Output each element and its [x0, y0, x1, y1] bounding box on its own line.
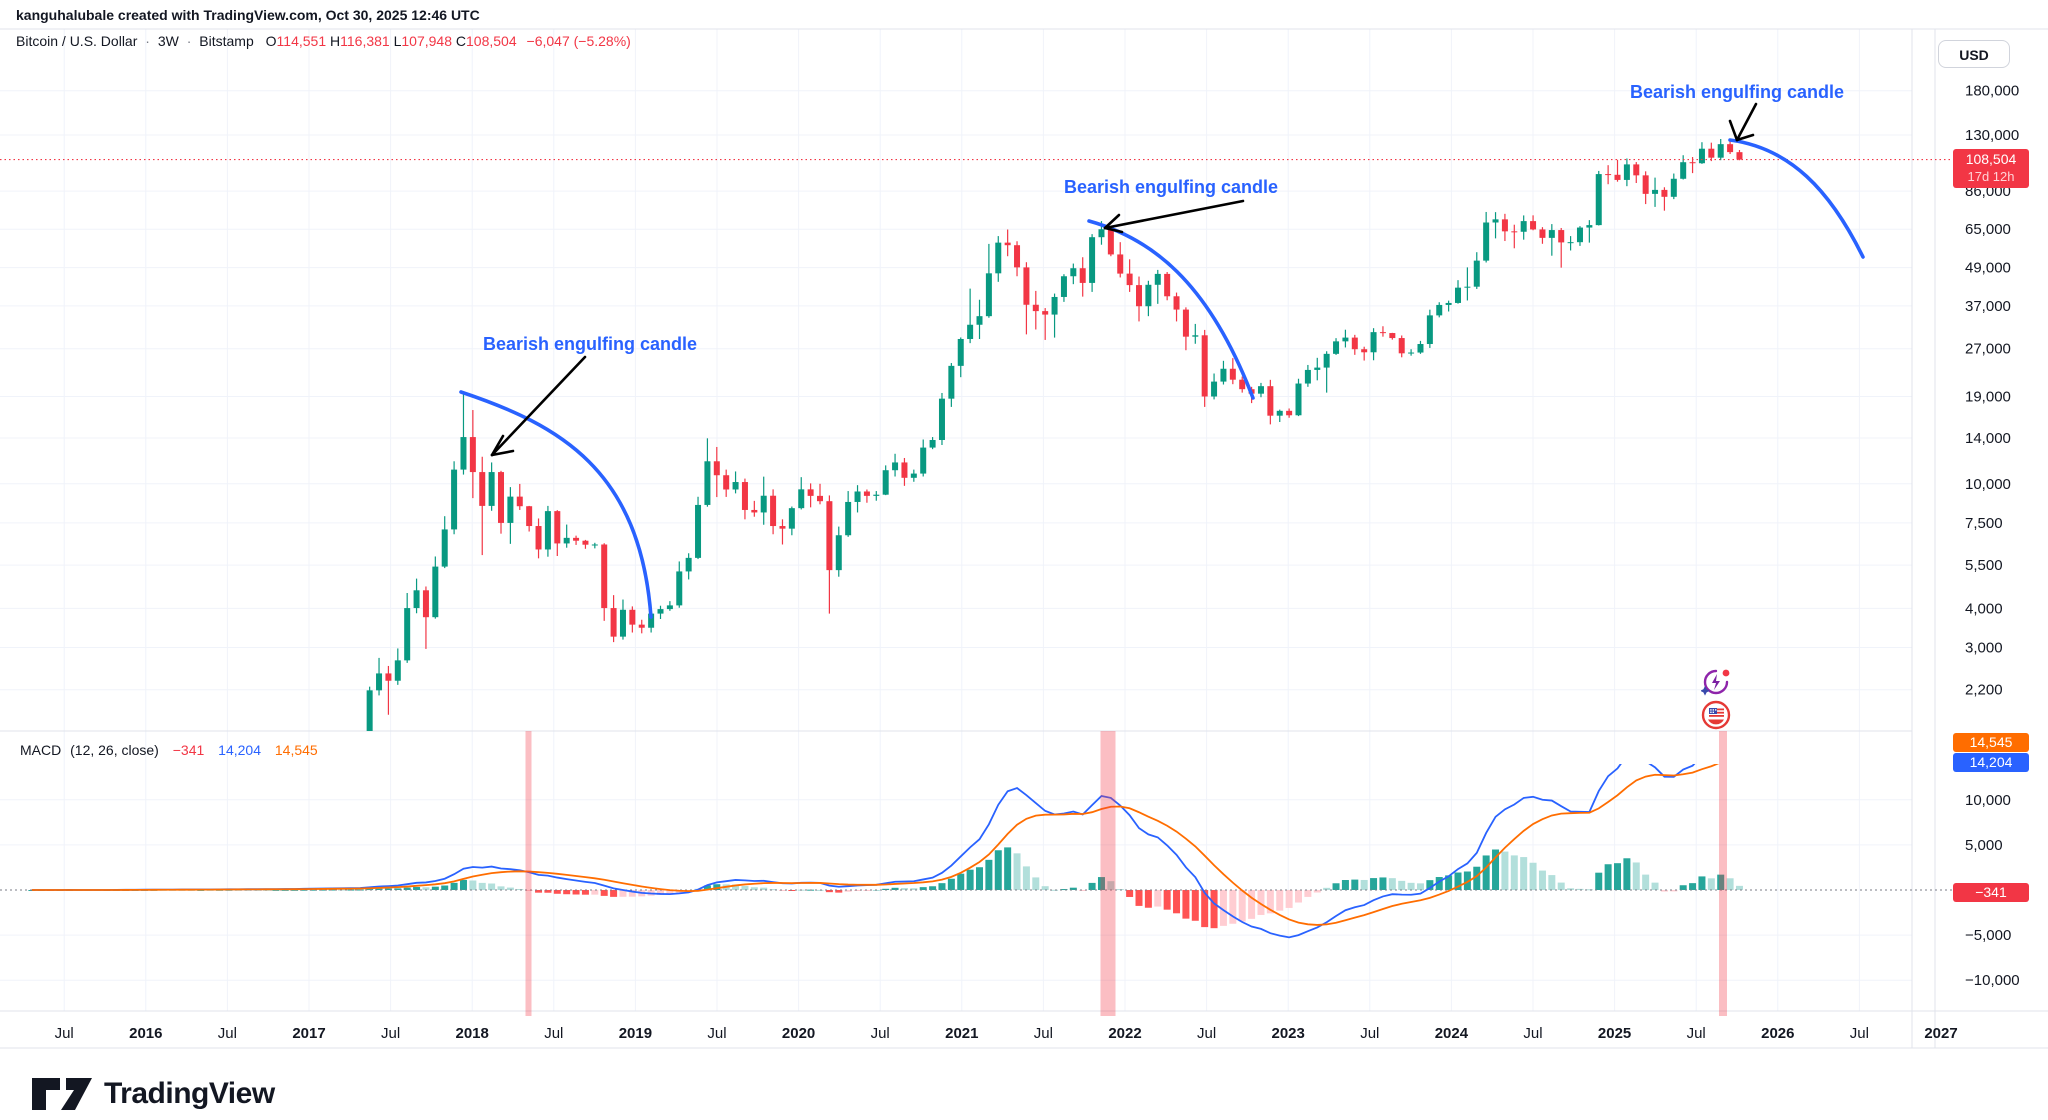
- interval-label[interactable]: 3W: [157, 33, 179, 49]
- svg-text:2020: 2020: [782, 1025, 815, 1042]
- tradingview-logo-glyph: [32, 1078, 92, 1110]
- svg-text:10,000: 10,000: [1965, 792, 2011, 809]
- macd-hist-value: −341: [172, 742, 205, 758]
- svg-text:−5,000: −5,000: [1965, 927, 2011, 944]
- svg-text:2018: 2018: [456, 1025, 489, 1042]
- svg-text:14,000: 14,000: [1965, 430, 2011, 447]
- macd-signal-value: 14,545: [274, 742, 318, 758]
- annotation-arrow-3[interactable]: [1728, 102, 1758, 142]
- svg-text:Jul: Jul: [55, 1025, 74, 1042]
- svg-text:Jul: Jul: [707, 1025, 726, 1042]
- svg-text:−10,000: −10,000: [1965, 972, 2020, 989]
- macd-lines: [31, 764, 1720, 939]
- svg-text:Jul: Jul: [544, 1025, 563, 1042]
- svg-text:2025: 2025: [1598, 1025, 1631, 1042]
- ohlc-readout: O114,551 H116,381 L107,948 C108,504 −6,0…: [265, 33, 631, 49]
- open-value: 114,551: [276, 33, 327, 49]
- change-value: −6,047 (−5.28%): [526, 33, 631, 49]
- bar-countdown: 17d 12h: [1967, 169, 2015, 184]
- macd-line-value: 14,204: [218, 742, 261, 758]
- svg-text:Jul: Jul: [1523, 1025, 1542, 1042]
- svg-text:Jul: Jul: [1850, 1025, 1869, 1042]
- svg-text:2027: 2027: [1924, 1025, 1957, 1042]
- attribution-text: kanguhalubale created with TradingView.c…: [16, 7, 480, 23]
- svg-text:4,000: 4,000: [1965, 600, 2003, 617]
- svg-text:10,000: 10,000: [1965, 476, 2011, 493]
- svg-text:2,200: 2,200: [1965, 682, 2003, 699]
- candlestick-series: [366, 138, 1743, 731]
- tradingview-logo-text: TradingView: [104, 1077, 275, 1110]
- time-axis-labels[interactable]: Jul 2016 Jul 2017 Jul 2018 Jul 2019 Jul 2020 Jul 20…: [55, 1025, 1958, 1042]
- bearish-projection-curve-1[interactable]: [459, 390, 653, 619]
- svg-text:27,000: 27,000: [1965, 341, 2011, 358]
- price-axis-labels[interactable]: 180,000130,00086,00065,00049,00037,00027…: [1965, 83, 2020, 989]
- symbol-legend[interactable]: Bitcoin / U.S. Dollar · 3W · Bitstamp O1…: [16, 33, 631, 49]
- macd-legend[interactable]: MACD (12, 26, close) −341 14,204 14,545: [20, 742, 318, 758]
- macd-signal-badge: 14,545: [1953, 733, 2029, 752]
- macd-title: MACD: [20, 742, 62, 758]
- svg-text:180,000: 180,000: [1965, 83, 2019, 100]
- svg-text:5,500: 5,500: [1965, 557, 2003, 574]
- macd-line-badge: 14,204: [1953, 753, 2029, 772]
- annotation-bearish-engulfing-2[interactable]: Bearish engulfing candle: [1064, 177, 1279, 197]
- svg-text:5,000: 5,000: [1965, 837, 2003, 854]
- svg-text:19,000: 19,000: [1965, 389, 2011, 406]
- bearish-projection-curve-3[interactable]: [1728, 138, 1865, 259]
- annotation-arrow-2[interactable]: [1103, 199, 1245, 234]
- currency-toggle-button[interactable]: USD: [1938, 40, 2010, 68]
- symbol-name[interactable]: Bitcoin / U.S. Dollar: [16, 33, 138, 49]
- svg-text:130,000: 130,000: [1965, 127, 2019, 144]
- last-price-badge: 108,504 17d 12h: [1953, 149, 2029, 188]
- annotation-bearish-engulfing-1[interactable]: Bearish engulfing candle: [483, 334, 698, 354]
- svg-text:3,000: 3,000: [1965, 640, 2003, 657]
- svg-text:37,000: 37,000: [1965, 298, 2011, 315]
- svg-text:Jul: Jul: [1687, 1025, 1706, 1042]
- us-economic-event-icon[interactable]: [1701, 700, 1731, 730]
- macd-params: (12, 26, close): [70, 742, 159, 758]
- svg-text:65,000: 65,000: [1965, 221, 2011, 238]
- last-price-value: 108,504: [1965, 151, 2017, 167]
- svg-text:Jul: Jul: [1360, 1025, 1379, 1042]
- low-value: 107,948: [401, 33, 452, 49]
- svg-text:2023: 2023: [1272, 1025, 1305, 1042]
- svg-text:7,500: 7,500: [1965, 515, 2003, 532]
- svg-text:49,000: 49,000: [1965, 260, 2011, 277]
- svg-text:Jul: Jul: [871, 1025, 890, 1042]
- annotation-arrow-1[interactable]: [490, 355, 587, 457]
- svg-text:Jul: Jul: [1034, 1025, 1053, 1042]
- svg-text:2022: 2022: [1108, 1025, 1141, 1042]
- svg-text:Jul: Jul: [1197, 1025, 1216, 1042]
- pane-borders: [0, 28, 2048, 1049]
- svg-text:2021: 2021: [945, 1025, 978, 1042]
- svg-text:2019: 2019: [619, 1025, 652, 1042]
- high-value: 116,381: [340, 33, 390, 49]
- event-highlight-bands: [525, 731, 1727, 1016]
- tradingview-logo[interactable]: TradingView: [30, 1074, 275, 1114]
- macd-histogram: [28, 847, 1743, 929]
- exchange-label: Bitstamp: [199, 33, 254, 49]
- svg-text:2024: 2024: [1435, 1025, 1469, 1042]
- svg-text:Jul: Jul: [218, 1025, 237, 1042]
- svg-text:2026: 2026: [1761, 1025, 1794, 1042]
- event-icons[interactable]: [1700, 668, 1731, 735]
- svg-text:Jul: Jul: [381, 1025, 400, 1042]
- close-value: 108,504: [466, 33, 517, 49]
- ai-refresh-bolt-icon[interactable]: [1700, 669, 1730, 696]
- svg-text:2016: 2016: [129, 1025, 162, 1042]
- macd-hist-badge: −341: [1953, 883, 2029, 902]
- svg-text:2017: 2017: [292, 1025, 325, 1042]
- annotation-bearish-engulfing-3[interactable]: Bearish engulfing candle: [1630, 82, 1845, 102]
- gridlines: [0, 29, 1912, 1011]
